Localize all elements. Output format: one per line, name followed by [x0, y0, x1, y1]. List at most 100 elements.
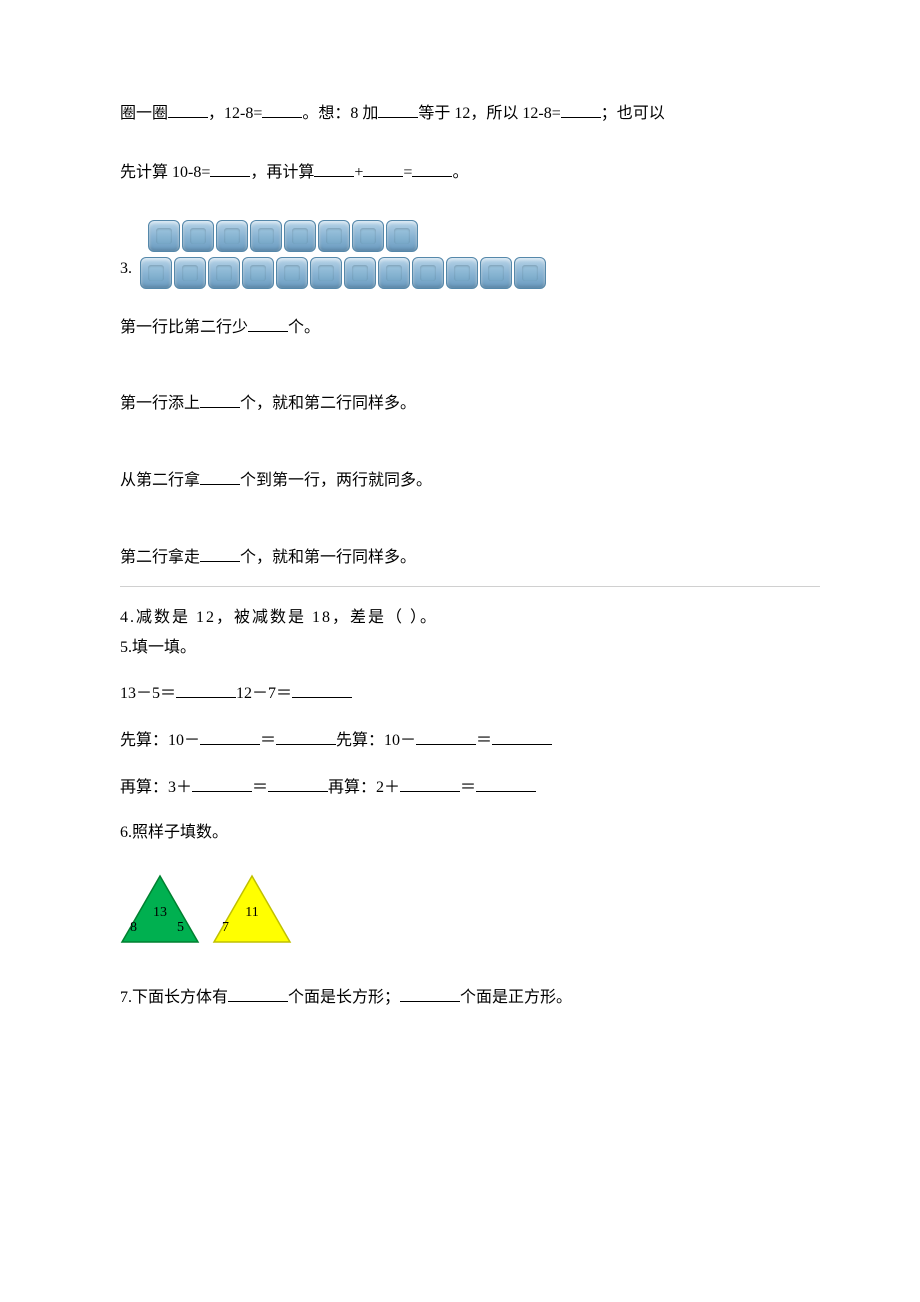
blank[interactable] — [176, 680, 236, 698]
square-icon — [514, 257, 546, 289]
divider — [120, 586, 820, 587]
square-icon — [148, 220, 180, 252]
text: 等于 12，所以 12-8= — [418, 105, 560, 122]
square-icon — [310, 257, 342, 289]
question-4: 4.减数是 12，被减数是 18，差是（ ）。 — [120, 605, 820, 631]
blank[interactable] — [400, 984, 460, 1002]
blank[interactable] — [412, 159, 452, 177]
q5-line3: 再算：3＋ ＝ 再算：2＋ ＝ — [120, 774, 820, 801]
question-intro-line1: 圈一圈，12-8=。想：8 加等于 12，所以 12-8=；也可以 — [120, 100, 820, 127]
q3-line2: 第一行添上 个，就和第二行同样多。 — [120, 390, 820, 417]
square-icon — [174, 257, 206, 289]
text: 个到第一行，两行就同多。 — [240, 472, 432, 489]
text: 先算：10－ — [120, 732, 200, 749]
squares-row-1 — [148, 220, 820, 252]
square-icon — [276, 257, 308, 289]
text: ＝ — [252, 779, 268, 796]
triangle-number-bottom-right: 5 — [177, 917, 184, 939]
blank[interactable] — [492, 727, 552, 745]
blank[interactable] — [200, 390, 240, 408]
text: 4.减数是 12，被减数是 18，差是（ ）。 — [120, 609, 438, 626]
text: 个面是长方形； — [288, 989, 400, 1006]
text: 个。 — [288, 319, 320, 336]
question-intro-line2: 先计算 10-8= ，再计算 + = 。 — [120, 159, 820, 186]
triangle-number-bottom-left: 8 — [130, 917, 137, 939]
text: 13－5＝ — [120, 685, 176, 702]
text: ＝ — [476, 732, 492, 749]
question-6-title: 6.照样子填数。 — [120, 820, 820, 846]
square-icon — [242, 257, 274, 289]
q5-line2: 先算：10－＝先算：10－＝ — [120, 727, 820, 754]
triangle-number-top: 13 — [153, 902, 167, 924]
blank[interactable] — [292, 680, 352, 698]
text: 再算：2＋ — [328, 779, 400, 796]
square-icon — [250, 220, 282, 252]
square-icon — [412, 257, 444, 289]
blank[interactable] — [416, 727, 476, 745]
blank[interactable] — [210, 159, 250, 177]
square-icon — [208, 257, 240, 289]
triangle-number-bottom-left: 7 — [222, 917, 229, 939]
q3-line1: 第一行比第二行少 个。 — [120, 314, 820, 341]
text: 第一行添上 — [120, 395, 200, 412]
square-icon — [284, 220, 316, 252]
triangle-number-top: 11 — [245, 902, 258, 924]
q3-line4: 第二行拿走个，就和第一行同样多。 — [120, 544, 820, 571]
blank[interactable] — [200, 727, 260, 745]
blank[interactable] — [268, 774, 328, 792]
text: 个，就和第二行同样多。 — [240, 395, 416, 412]
text: ＝ — [260, 732, 276, 749]
question-number-3: 3. — [120, 256, 132, 282]
blank[interactable] — [262, 100, 302, 118]
text: 5.填一填。 — [120, 639, 196, 656]
text: 圈一圈 — [120, 105, 168, 122]
text: 个面是正方形。 — [460, 989, 572, 1006]
text: 7.下面长方体有 — [120, 989, 228, 1006]
text: + — [354, 164, 363, 181]
blank[interactable] — [314, 159, 354, 177]
text: 先计算 10-8= — [120, 164, 210, 181]
text: ，再计算 — [250, 164, 314, 181]
text: 第二行拿走 — [120, 549, 200, 566]
blank[interactable] — [476, 774, 536, 792]
blank[interactable] — [561, 100, 601, 118]
blank[interactable] — [248, 314, 288, 332]
squares-row-2 — [140, 257, 546, 289]
text: 12－7＝ — [236, 685, 292, 702]
triangles-container: 13 8 5 11 7 — [120, 874, 820, 944]
blank[interactable] — [192, 774, 252, 792]
blank[interactable] — [400, 774, 460, 792]
blank[interactable] — [168, 100, 208, 118]
question-5-title: 5.填一填。 — [120, 635, 820, 661]
text: 6.照样子填数。 — [120, 824, 228, 841]
q5-line1: 13－5＝ 12－7＝ — [120, 680, 820, 707]
blank[interactable] — [228, 984, 288, 1002]
q3-line3: 从第二行拿 个到第一行，两行就同多。 — [120, 467, 820, 494]
triangle-shape: 11 7 — [212, 874, 292, 944]
square-icon — [318, 220, 350, 252]
square-icon — [352, 220, 384, 252]
text: 第一行比第二行少 — [120, 319, 248, 336]
blank[interactable] — [363, 159, 403, 177]
text: 从第二行拿 — [120, 472, 200, 489]
square-icon — [446, 257, 478, 289]
blank[interactable] — [200, 467, 240, 485]
square-icon — [386, 220, 418, 252]
triangle-shape: 13 8 5 — [120, 874, 200, 944]
text: 。 — [452, 164, 468, 181]
square-icon — [344, 257, 376, 289]
blank[interactable] — [276, 727, 336, 745]
square-icon — [378, 257, 410, 289]
text: ＝ — [460, 779, 476, 796]
text: 再算：3＋ — [120, 779, 192, 796]
text: ；也可以 — [601, 105, 665, 122]
question-3-squares: 3. — [120, 220, 820, 294]
text: = — [403, 164, 412, 181]
blank[interactable] — [378, 100, 418, 118]
square-icon — [480, 257, 512, 289]
text: ，12-8= — [208, 105, 262, 122]
square-icon — [140, 257, 172, 289]
square-icon — [216, 220, 248, 252]
blank[interactable] — [200, 544, 240, 562]
square-icon — [182, 220, 214, 252]
